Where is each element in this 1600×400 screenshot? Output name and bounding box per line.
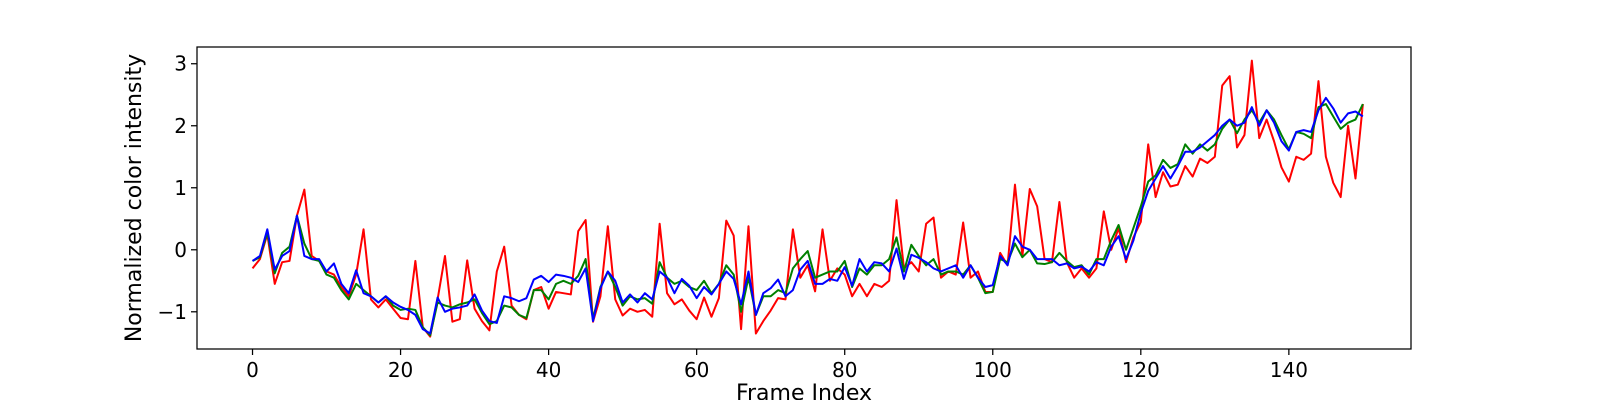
x-tick-label: 20 [388, 358, 413, 382]
x-axis-ticks: 0 20 40 60 80 100 120 140 [246, 349, 1308, 382]
y-axis-ticks: −1 0 1 2 3 [158, 52, 197, 324]
x-tick-label: 140 [1270, 358, 1308, 382]
series-line-1 [251, 59, 1364, 338]
x-tick-label: 80 [832, 358, 857, 382]
y-tick-label: 3 [174, 52, 187, 76]
y-tick-label: −1 [158, 300, 187, 324]
x-tick-label: 60 [684, 358, 709, 382]
y-tick-label: 2 [174, 114, 187, 138]
series-line-3 [251, 96, 1364, 335]
y-tick-label: 1 [174, 176, 187, 200]
x-axis-label: Frame Index [736, 381, 872, 400]
x-tick-label: 120 [1122, 358, 1160, 382]
plot-area-frame [196, 46, 1412, 350]
x-tick-label: 0 [246, 358, 259, 382]
x-tick-label: 40 [536, 358, 561, 382]
series-group [251, 59, 1364, 338]
x-tick-label: 100 [974, 358, 1012, 382]
y-axis-label: Normalized color intensity [122, 54, 147, 342]
y-tick-label: 0 [174, 238, 187, 262]
